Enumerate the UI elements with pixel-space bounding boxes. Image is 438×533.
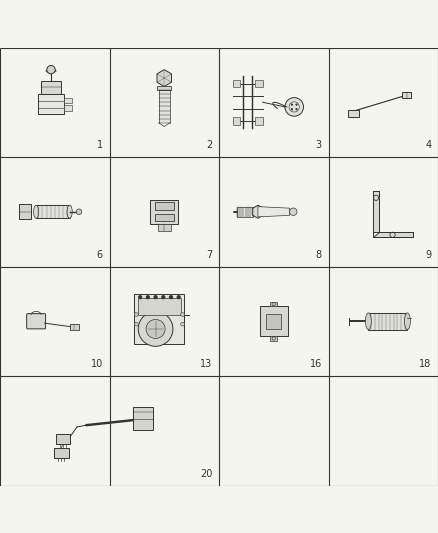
Polygon shape — [157, 86, 171, 90]
Polygon shape — [157, 70, 172, 86]
Circle shape — [153, 295, 158, 300]
Text: 13: 13 — [200, 359, 212, 369]
Circle shape — [169, 295, 173, 300]
Polygon shape — [64, 98, 71, 103]
Polygon shape — [155, 214, 173, 221]
Text: 9: 9 — [425, 250, 431, 260]
Text: 4: 4 — [425, 140, 431, 150]
Polygon shape — [374, 191, 378, 232]
Circle shape — [180, 322, 184, 326]
Text: 1: 1 — [97, 140, 103, 150]
Polygon shape — [64, 105, 71, 111]
Ellipse shape — [67, 205, 72, 219]
Polygon shape — [233, 117, 240, 125]
Polygon shape — [53, 448, 68, 458]
Polygon shape — [70, 324, 79, 330]
Polygon shape — [134, 294, 184, 344]
Text: 18: 18 — [419, 359, 431, 369]
Circle shape — [291, 103, 293, 106]
Circle shape — [138, 295, 142, 300]
Polygon shape — [133, 408, 153, 430]
Polygon shape — [374, 232, 413, 237]
Polygon shape — [260, 306, 288, 336]
Circle shape — [285, 98, 304, 116]
Polygon shape — [155, 203, 173, 210]
Polygon shape — [270, 336, 277, 341]
Circle shape — [295, 108, 298, 110]
Polygon shape — [237, 207, 253, 217]
Circle shape — [177, 295, 181, 300]
Polygon shape — [233, 80, 240, 87]
Text: 8: 8 — [316, 250, 322, 260]
Circle shape — [138, 312, 173, 346]
Text: 16: 16 — [310, 359, 322, 369]
Polygon shape — [266, 314, 281, 329]
Circle shape — [161, 295, 166, 300]
Polygon shape — [255, 117, 262, 125]
Polygon shape — [19, 204, 31, 219]
Polygon shape — [159, 90, 170, 123]
Circle shape — [180, 312, 184, 317]
Polygon shape — [368, 313, 407, 329]
Polygon shape — [258, 207, 290, 217]
Circle shape — [134, 312, 138, 317]
Polygon shape — [255, 80, 262, 87]
Polygon shape — [56, 434, 71, 444]
Polygon shape — [150, 200, 178, 224]
Polygon shape — [402, 92, 411, 98]
Polygon shape — [270, 302, 277, 306]
Ellipse shape — [405, 313, 410, 329]
Text: 2: 2 — [206, 140, 212, 150]
Text: 6: 6 — [97, 250, 103, 260]
Circle shape — [290, 208, 297, 215]
Polygon shape — [41, 81, 61, 94]
Polygon shape — [252, 205, 264, 219]
Ellipse shape — [365, 313, 371, 329]
Circle shape — [134, 322, 138, 326]
Circle shape — [47, 66, 55, 74]
Circle shape — [146, 319, 165, 338]
Ellipse shape — [46, 69, 56, 72]
Polygon shape — [36, 205, 70, 219]
Text: 7: 7 — [206, 250, 212, 260]
Ellipse shape — [34, 205, 39, 219]
Polygon shape — [38, 94, 64, 115]
FancyBboxPatch shape — [27, 313, 46, 329]
Circle shape — [146, 295, 150, 300]
Circle shape — [291, 108, 293, 110]
Text: 10: 10 — [91, 359, 103, 369]
Polygon shape — [138, 298, 180, 316]
Text: 20: 20 — [200, 469, 212, 479]
Text: 3: 3 — [316, 140, 322, 150]
Circle shape — [295, 103, 298, 106]
Circle shape — [76, 209, 82, 215]
Polygon shape — [348, 110, 359, 117]
Polygon shape — [158, 224, 171, 231]
